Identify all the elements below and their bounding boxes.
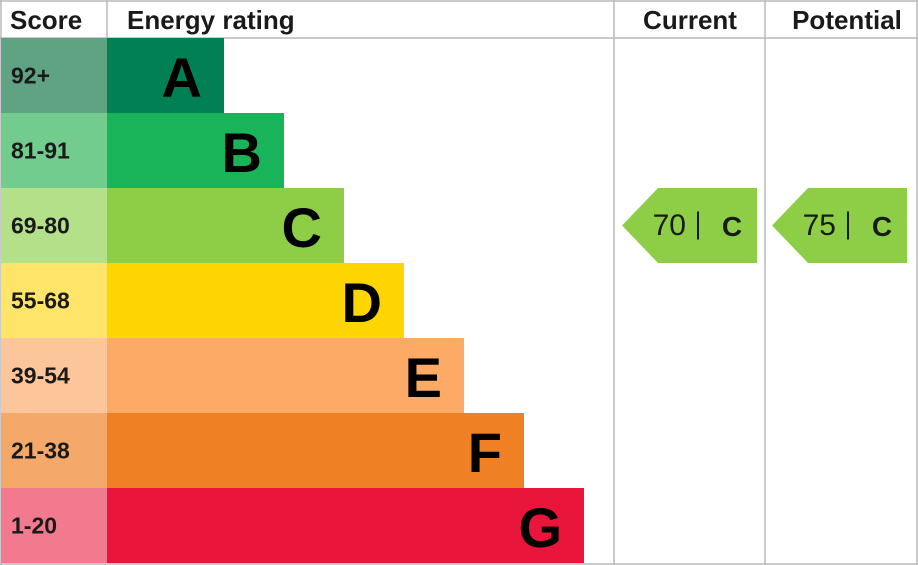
rating-letter: D: [342, 271, 382, 334]
score-cell: [1, 38, 107, 113]
score-cell: [1, 263, 107, 338]
rating-bar: [107, 38, 224, 113]
rating-letter: E: [405, 346, 442, 409]
score-cell: [1, 113, 107, 188]
score-range: 21-38: [11, 438, 70, 464]
header-current: Current: [643, 5, 737, 35]
score-cell: [1, 188, 107, 263]
rating-bar: [107, 113, 284, 188]
header-potential: Potential: [792, 5, 902, 35]
rating-bar: [107, 263, 404, 338]
rating-letter: F: [468, 421, 502, 484]
rating-bar: [107, 413, 524, 488]
score-range: 92+: [11, 63, 50, 89]
header-rating: Energy rating: [127, 5, 295, 35]
rating-bar: [107, 188, 344, 263]
potential-arrow: [772, 188, 907, 263]
score-range: 1-20: [11, 513, 57, 539]
score-range: 69-80: [11, 213, 70, 239]
score-range: 55-68: [11, 288, 70, 314]
current-rating: C: [722, 211, 742, 242]
score-cell: [1, 413, 107, 488]
rating-letter: C: [282, 196, 322, 259]
rating-letter: B: [222, 121, 262, 184]
score-range: 39-54: [11, 363, 70, 389]
current-score: 70: [653, 209, 686, 242]
score-cell: [1, 488, 107, 563]
rating-bar: [107, 338, 464, 413]
score-range: 81-91: [11, 138, 70, 164]
rating-letter: A: [162, 46, 202, 109]
current-arrow: [622, 188, 757, 263]
potential-rating: C: [872, 211, 892, 242]
rating-bar: [107, 488, 584, 563]
score-cell: [1, 338, 107, 413]
potential-score: 75: [803, 209, 836, 242]
header-score: Score: [10, 5, 82, 35]
rating-letter: G: [518, 496, 562, 559]
